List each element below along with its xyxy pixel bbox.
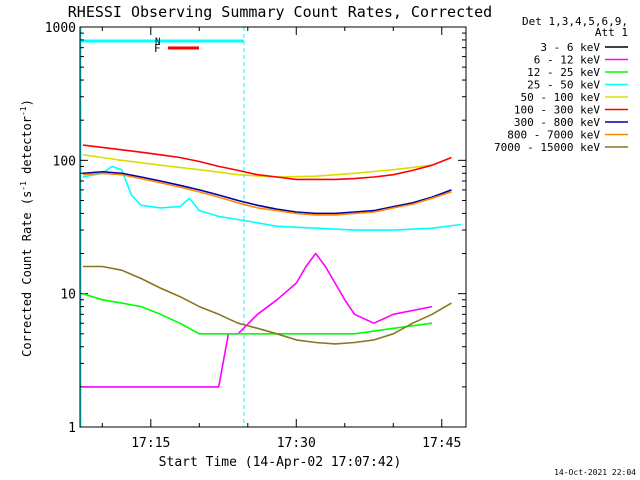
legend-label-1: 3 - 6 keV (540, 41, 600, 54)
legend-label-5: 50 - 100 keV (521, 91, 601, 104)
legend-label-4: 25 - 50 keV (527, 79, 600, 92)
series-line-4 (82, 165, 462, 231)
series-line-6 (82, 144, 452, 181)
chart-title: RHESSI Observing Summary Count Rates, Co… (68, 3, 492, 21)
legend-label-2: 6 - 12 keV (534, 54, 601, 67)
x-axis-label: Start Time (14-Apr-02 17:07:42) (159, 455, 402, 470)
series-line-7 (82, 171, 452, 215)
series-line-2 (82, 252, 433, 388)
series-layer (82, 144, 462, 388)
y-axis: 1 10 100 1000 (45, 21, 466, 436)
legend-label-6: 100 - 300 keV (514, 104, 600, 117)
footer-date: 14-Oct-2021 22:04 (554, 468, 636, 477)
x-axis: 17:15 17:30 17:45 (101, 27, 461, 451)
legend-label-7: 300 - 800 keV (514, 116, 600, 129)
y-tick-label-2: 100 (53, 154, 76, 169)
y-tick-label-3: 1000 (45, 21, 76, 36)
y-tick-label-0: 1 (68, 421, 76, 436)
x-tick-label-0: 17:15 (131, 436, 170, 451)
legend-label-8: 800 - 7000 keV (507, 129, 600, 142)
series-line-8 (82, 172, 452, 216)
x-tick-label-2: 17:45 (422, 436, 461, 451)
series-line-3 (82, 292, 433, 335)
y-axis-label: Corrected Count Rate (s-1 detector-1) (19, 99, 34, 357)
legend-header-line-1: Det 1,3,4,5,6,9, (522, 15, 628, 28)
flag-label-n: N (155, 37, 160, 47)
x-tick-label-1: 17:30 (277, 436, 316, 451)
legend-label-9: 7000 - 15000 keV (494, 141, 600, 154)
series-line-9 (82, 265, 452, 345)
legend-header-line-2: Att 1 (595, 26, 628, 39)
series-line-5 (82, 154, 433, 178)
y-tick-label-1: 10 (60, 288, 76, 303)
flag-label-f: F (154, 42, 161, 55)
plot-frame (79, 26, 467, 428)
night-markers (80, 27, 245, 427)
legend-label-3: 12 - 25 keV (527, 66, 600, 79)
